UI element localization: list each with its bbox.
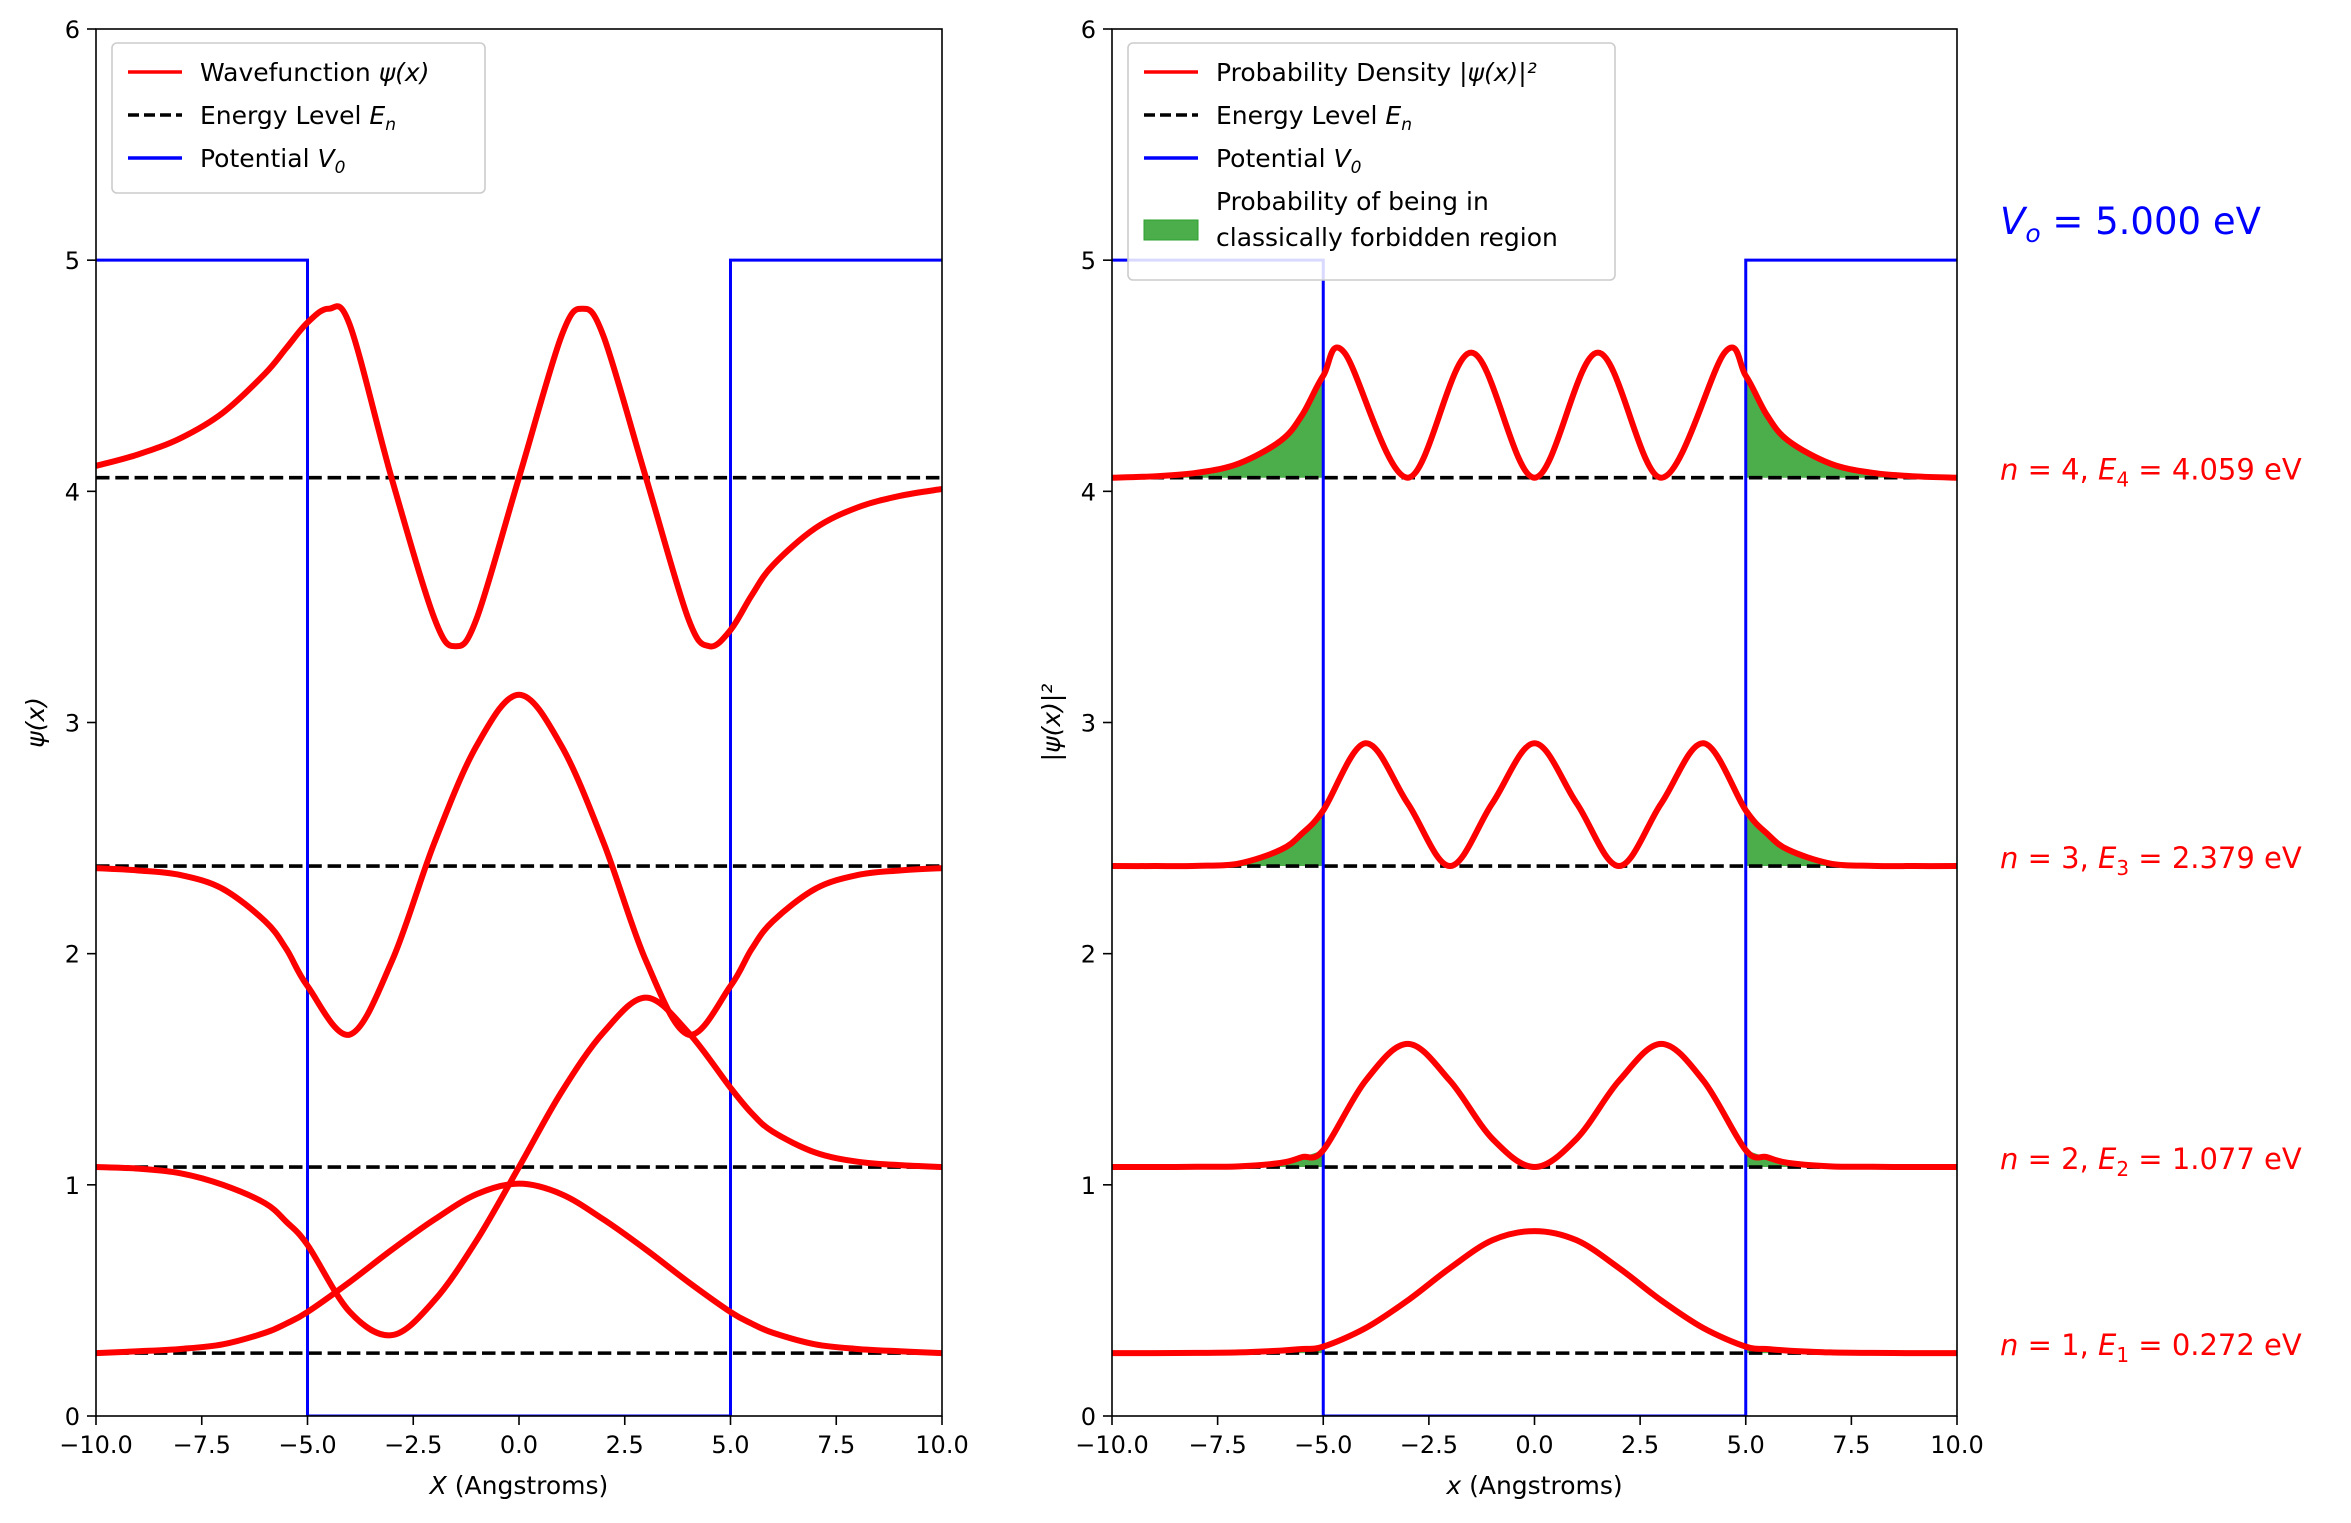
y-tick-label: 1 (1081, 1172, 1096, 1200)
y-axis-label: |ψ(x)|² (1037, 684, 1066, 762)
potential-well-line (96, 258, 942, 1416)
forbidden-fill-n3-left (1112, 810, 1324, 867)
energy-annotation-n2: n = 2, E2 = 1.077 eV (2000, 1142, 2302, 1181)
x-tick-label: −5.0 (278, 1431, 336, 1459)
y-tick-label: 3 (1081, 710, 1096, 738)
plot-area (96, 258, 942, 1416)
y-tick-label: 4 (65, 478, 80, 506)
y-tick-label: 2 (1081, 941, 1096, 969)
y-tick-label: 4 (1081, 478, 1096, 506)
legend-label-2: Energy Level En (1216, 101, 1412, 135)
forbidden-fill-n4-left (1112, 375, 1324, 478)
x-axis-label: x (Angstroms) (1445, 1471, 1622, 1500)
y-tick-label: 2 (65, 941, 80, 969)
curve-n3 (1112, 740, 1957, 870)
axes-frame (95, 28, 943, 1417)
x-axis-label: X (Angstroms) (428, 1471, 609, 1500)
potential-well-line (1112, 258, 1957, 1416)
forbidden-fill-n3-right (1745, 810, 1957, 867)
x-tick-label: 10.0 (915, 1431, 968, 1459)
plot-area (1112, 258, 1957, 1416)
legend: Wavefunction ψ(x) Energy Level En Potentia… (111, 42, 486, 194)
x-tick-label: −10.0 (1075, 1431, 1149, 1459)
x-tick-label: −5.0 (1294, 1431, 1352, 1459)
x-tick-label: 5.0 (1727, 1431, 1765, 1459)
x-tick-label: 2.5 (1621, 1431, 1659, 1459)
energy-annotation-n4: n = 4, E4 = 4.059 eV (2000, 453, 2302, 492)
curve-n4 (1112, 344, 1957, 481)
curve-n3 (96, 691, 942, 1038)
legend-swatch-forbidden (1143, 219, 1199, 241)
x-tick-label: −7.5 (1188, 1431, 1246, 1459)
curve-n2 (1112, 1040, 1957, 1171)
x-tick-label: 0.0 (500, 1431, 538, 1459)
legend-label-4: Probability of being in (1216, 187, 1489, 216)
x-tick-label: 7.5 (1832, 1431, 1870, 1459)
y-tick-label: 6 (65, 16, 80, 44)
x-tick-label: 0.0 (1515, 1431, 1553, 1459)
legend-label-3: Potential V0 (200, 144, 345, 178)
curve-n4 (96, 303, 942, 650)
x-tick-label: −2.5 (384, 1431, 442, 1459)
legend-label-1: Probability Density |ψ(x)|² (1216, 58, 1537, 87)
legend-box (1127, 42, 1616, 281)
legend-label-2: Energy Level En (200, 101, 396, 135)
curve-n1 (96, 1180, 942, 1357)
energy-annotation-n1: n = 1, E1 = 0.272 eV (2000, 1328, 2302, 1367)
legend-label-3: Potential V0 (1216, 144, 1361, 178)
legend-box (111, 42, 486, 194)
legend-label-1: Wavefunction ψ(x) (200, 58, 429, 87)
v0-annotation: Vo = 5.000 eV (2000, 200, 2261, 248)
x-tick-label: −7.5 (173, 1431, 231, 1459)
y-tick-label: 0 (65, 1403, 80, 1431)
curve-n1 (1112, 1228, 1957, 1357)
forbidden-fill-n2-left (1112, 1150, 1324, 1168)
legend: Probability Density |ψ(x)|² Energy Level … (1127, 42, 1616, 281)
legend-label-4-line2: classically forbidden region (1216, 223, 1558, 252)
y-tick-label: 1 (65, 1172, 80, 1200)
curve-n2 (96, 994, 942, 1339)
forbidden-fill-n2-right (1745, 1150, 1957, 1168)
forbidden-fill-n4-right (1745, 375, 1957, 478)
x-tick-label: −10.0 (59, 1431, 133, 1459)
chart-panel-2: −10.0 −7.5 −5.0 −2.5 0.0 2.5 5.0 7.5 10.0 0 1 2 3 4 5 6… (1037, 16, 1984, 1500)
y-tick-label: 0 (1081, 1403, 1096, 1431)
y-tick-label: 5 (65, 247, 80, 275)
y-tick-label: 5 (1081, 247, 1096, 275)
x-tick-label: 7.5 (817, 1431, 855, 1459)
x-tick-label: 5.0 (711, 1431, 749, 1459)
x-tick-label: 2.5 (606, 1431, 644, 1459)
y-tick-label: 6 (1081, 16, 1096, 44)
x-tick-label: −2.5 (1400, 1431, 1458, 1459)
y-tick-label: 3 (65, 710, 80, 738)
x-tick-label: 10.0 (1930, 1431, 1983, 1459)
energy-annotation-n3: n = 3, E3 = 2.379 eV (2000, 841, 2302, 880)
chart-panel-1: −10.0 −7.5 −5.0 −2.5 0.0 2.5 5.0 7.5 10.0 0 1 2 3 4 5 6… (21, 16, 969, 1500)
y-axis-label: ψ(x) (21, 697, 50, 748)
